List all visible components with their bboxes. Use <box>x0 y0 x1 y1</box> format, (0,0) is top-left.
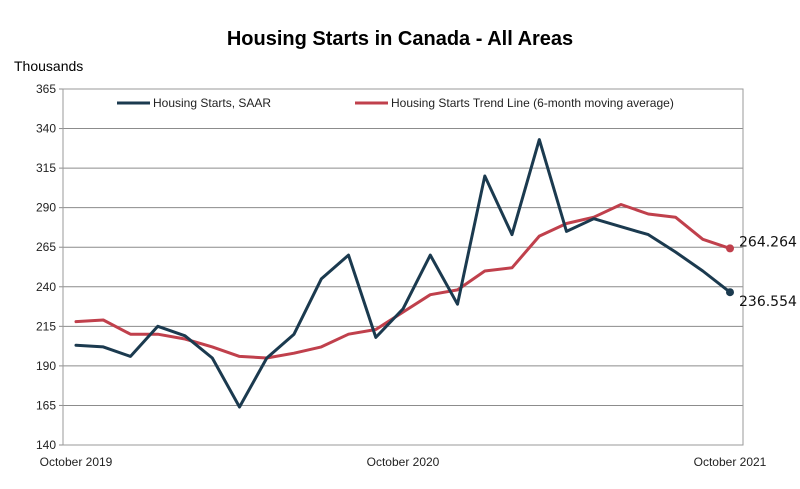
series-line-trend-line <box>74 203 732 360</box>
x-tick-label: October 2020 <box>367 455 440 469</box>
gridlines <box>63 88 743 446</box>
y-tick-label: 340 <box>36 122 56 136</box>
x-tick-label: October 2021 <box>694 455 767 469</box>
y-tick-label: 290 <box>36 201 56 215</box>
end-value-labels: 264.264 236.554 <box>739 234 797 310</box>
legend-entry: Housing Starts, SAAR <box>153 96 271 110</box>
legend-entry: Housing Starts Trend Line (6-month movin… <box>391 96 674 110</box>
saar-end-value-label: 236.554 <box>739 294 797 310</box>
legend: Housing Starts, SAAR Housing Starts Trend… <box>117 96 674 110</box>
series-end-marker <box>726 288 734 297</box>
y-tick-label: 365 <box>36 82 56 96</box>
series-lines <box>74 138 734 409</box>
chart-title: Housing Starts in Canada - All Areas <box>226 28 574 50</box>
y-axis-ticks: 140 165 190 215 240 265 290 315 340 365 <box>36 82 63 452</box>
trend-end-value-label: 264.264 <box>739 234 797 250</box>
x-tick-label: October 2019 <box>40 455 113 469</box>
y-tick-label: 140 <box>36 438 56 452</box>
y-tick-label: 265 <box>36 240 56 254</box>
series-end-marker <box>726 244 734 253</box>
y-tick-label: 315 <box>36 161 56 175</box>
y-tick-label: 190 <box>36 359 56 373</box>
y-tick-label: 215 <box>36 319 56 333</box>
y-axis-unit-label: Thousands <box>14 58 84 74</box>
plot-area-frame <box>62 88 744 446</box>
y-tick-label: 240 <box>36 280 56 294</box>
x-axis-ticks: October 2019 October 2020 October 2021 <box>40 455 767 469</box>
series-line-housing-starts-saar <box>74 138 732 409</box>
y-tick-label: 165 <box>36 398 56 412</box>
